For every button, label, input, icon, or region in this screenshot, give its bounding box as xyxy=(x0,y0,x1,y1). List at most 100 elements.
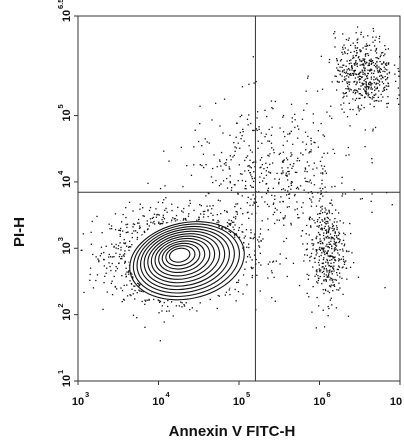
event-dot xyxy=(246,246,248,248)
event-dot xyxy=(398,94,400,96)
contour-line xyxy=(140,228,230,291)
event-dot xyxy=(367,64,369,67)
event-dot xyxy=(292,143,294,145)
event-dot xyxy=(90,243,92,245)
event-dot xyxy=(283,224,285,226)
event-dot xyxy=(141,300,143,303)
event-dot xyxy=(306,292,308,294)
event-dot xyxy=(312,122,314,124)
event-dot xyxy=(252,186,254,188)
event-dot xyxy=(320,165,323,167)
event-dot xyxy=(264,201,266,203)
event-dot xyxy=(272,213,274,216)
event-dot xyxy=(284,217,286,219)
event-dot xyxy=(242,231,244,233)
event-dot xyxy=(230,159,232,161)
event-dot xyxy=(344,76,346,78)
event-dot xyxy=(363,80,365,82)
event-dot xyxy=(338,81,340,83)
event-dot xyxy=(278,178,280,180)
event-dot xyxy=(191,307,193,309)
event-dot xyxy=(237,281,239,283)
event-dot xyxy=(356,81,358,83)
event-dot xyxy=(338,231,340,233)
event-dot xyxy=(365,87,367,89)
event-dot xyxy=(255,258,257,261)
event-dot xyxy=(292,262,295,264)
event-dot xyxy=(154,223,156,225)
event-dot xyxy=(111,294,114,296)
event-dot xyxy=(393,64,396,66)
event-dot xyxy=(286,159,289,161)
event-dot xyxy=(340,104,342,106)
event-dot xyxy=(359,71,361,74)
event-dot xyxy=(290,181,293,183)
event-dot xyxy=(320,206,322,208)
event-dot xyxy=(325,245,327,247)
event-dot xyxy=(366,45,368,47)
event-dot xyxy=(360,85,362,87)
event-dot xyxy=(109,265,111,268)
event-dot xyxy=(287,190,289,192)
event-dot xyxy=(354,77,357,79)
event-dot xyxy=(355,49,358,52)
event-dot xyxy=(306,181,308,183)
y-tick-exponent: 6.5 xyxy=(56,0,65,9)
event-dot xyxy=(241,135,243,137)
event-dot xyxy=(122,230,124,232)
event-dot xyxy=(136,238,139,241)
event-dot xyxy=(126,223,129,225)
event-dot xyxy=(203,166,205,169)
event-dot xyxy=(261,220,263,222)
event-dot xyxy=(359,88,361,90)
event-dot xyxy=(310,205,313,207)
event-dot xyxy=(329,233,332,235)
event-dot xyxy=(265,162,267,164)
event-dot xyxy=(267,229,269,231)
event-dot xyxy=(142,291,144,293)
event-dot xyxy=(329,279,331,281)
event-dot xyxy=(276,219,278,221)
event-dot xyxy=(318,305,320,307)
event-dot xyxy=(286,275,288,278)
event-dot xyxy=(317,261,320,264)
event-dot xyxy=(284,189,286,191)
contour-line xyxy=(150,235,216,280)
event-dot xyxy=(207,192,209,194)
event-dot xyxy=(328,229,330,231)
event-dot xyxy=(304,177,306,179)
event-dot xyxy=(248,217,250,219)
event-dot xyxy=(343,44,345,46)
event-dot xyxy=(349,72,352,75)
event-dot xyxy=(259,233,261,235)
event-dot xyxy=(322,234,325,237)
event-dot xyxy=(100,246,103,248)
contour-line xyxy=(132,223,240,297)
event-dot xyxy=(358,108,360,110)
event-dot xyxy=(384,287,386,289)
event-dot xyxy=(251,176,253,178)
event-dot xyxy=(367,92,369,94)
event-dot xyxy=(398,75,400,77)
event-dot xyxy=(327,246,330,248)
event-dot xyxy=(238,164,240,166)
event-dot xyxy=(308,218,310,220)
event-dot xyxy=(234,218,237,220)
event-dot xyxy=(110,269,112,272)
event-dot xyxy=(332,256,334,258)
event-dot xyxy=(312,168,314,170)
event-dot xyxy=(333,228,335,230)
event-dot xyxy=(357,38,359,40)
event-dot xyxy=(126,271,128,273)
event-dot xyxy=(229,180,231,183)
event-dot xyxy=(366,45,369,47)
event-dot xyxy=(381,81,383,83)
y-tick-group: 101 xyxy=(56,370,73,387)
event-dot xyxy=(272,187,274,189)
event-dot xyxy=(323,237,325,239)
event-dot xyxy=(326,213,328,215)
event-dot xyxy=(359,78,362,80)
event-dot xyxy=(352,42,354,44)
event-dot xyxy=(133,285,135,287)
event-dot xyxy=(328,247,330,249)
